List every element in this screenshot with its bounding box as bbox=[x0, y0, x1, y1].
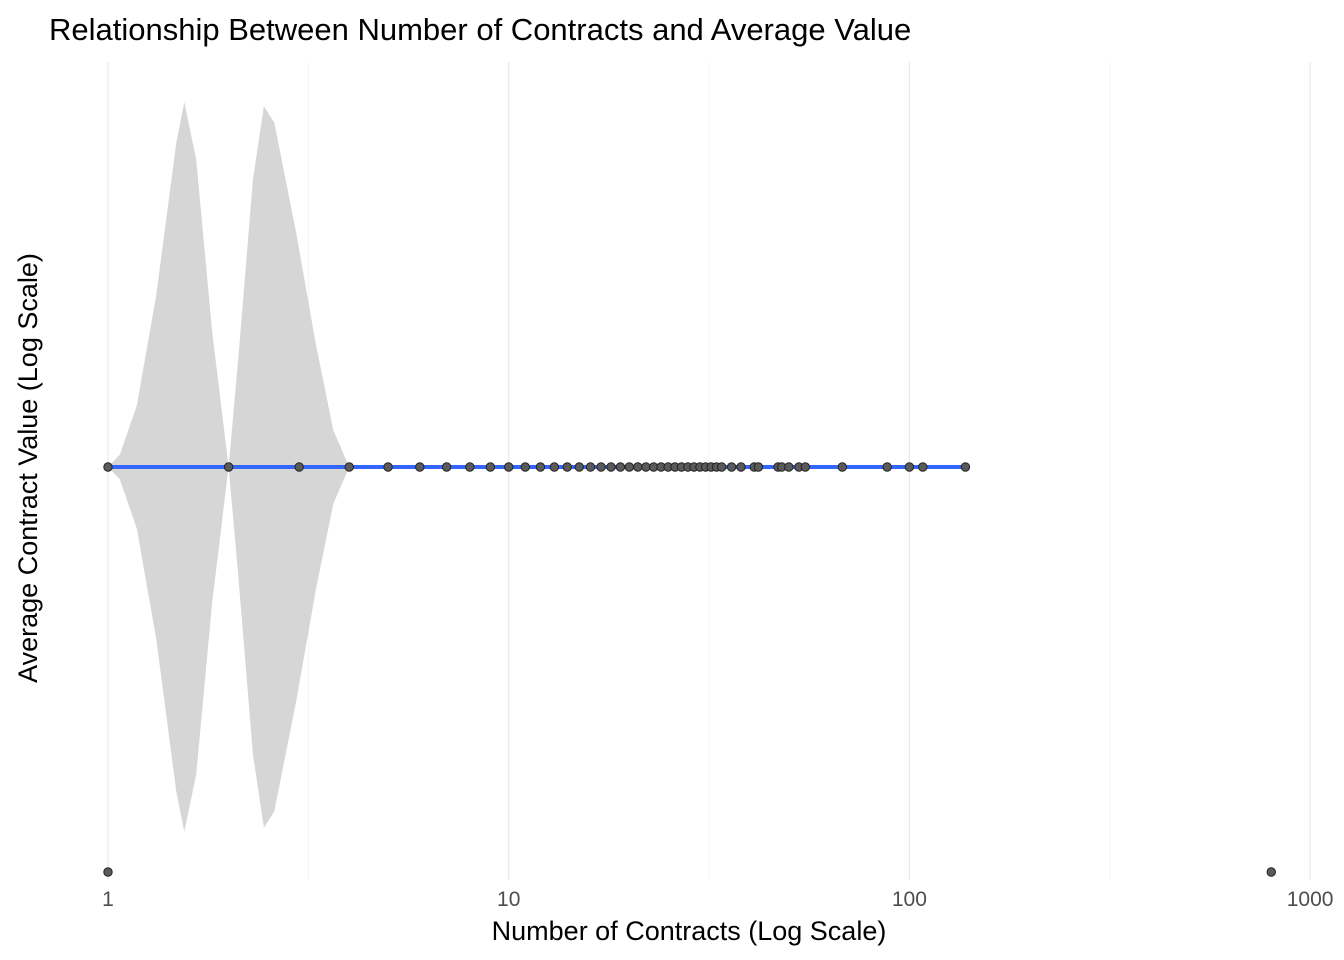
x-axis-title: Number of Contracts (Log Scale) bbox=[492, 916, 887, 946]
data-point bbox=[465, 462, 475, 472]
data-point bbox=[485, 462, 496, 472]
data-point bbox=[383, 462, 393, 472]
x-tick-label: 1000 bbox=[1287, 888, 1334, 911]
data-point bbox=[585, 462, 596, 472]
data-point bbox=[549, 462, 560, 472]
data-point bbox=[535, 462, 546, 472]
data-point bbox=[415, 462, 425, 472]
data-point bbox=[606, 462, 616, 472]
data-point bbox=[1266, 867, 1276, 877]
data-point bbox=[784, 462, 794, 472]
data-points bbox=[103, 462, 1276, 877]
x-tick-labels: 1 10 100 1000 bbox=[102, 888, 1333, 911]
y-axis-title: Average Contract Value (Log Scale) bbox=[13, 253, 43, 683]
confidence-band bbox=[108, 102, 350, 832]
data-point bbox=[753, 462, 764, 472]
data-point bbox=[344, 462, 354, 472]
data-point bbox=[103, 462, 113, 472]
data-point bbox=[103, 867, 113, 877]
x-tick-label: 10 bbox=[497, 888, 520, 911]
data-point bbox=[574, 462, 584, 472]
data-point bbox=[520, 462, 530, 472]
data-point bbox=[960, 462, 971, 472]
data-point bbox=[641, 462, 651, 472]
data-point bbox=[633, 462, 643, 472]
data-point bbox=[294, 462, 304, 472]
x-tick-label: 1 bbox=[102, 888, 114, 911]
data-point bbox=[615, 462, 626, 472]
x-tick-label: 100 bbox=[892, 888, 927, 911]
confidence-band-layer bbox=[108, 102, 350, 832]
data-point bbox=[904, 462, 915, 472]
data-point bbox=[504, 462, 514, 472]
chart-title: Relationship Between Number of Contracts… bbox=[49, 12, 911, 47]
data-point bbox=[223, 462, 234, 472]
data-point bbox=[726, 462, 737, 472]
data-point bbox=[800, 462, 811, 472]
data-point bbox=[441, 462, 452, 472]
data-point bbox=[882, 462, 892, 472]
data-point bbox=[562, 462, 572, 472]
data-point bbox=[624, 462, 635, 472]
data-point bbox=[918, 462, 928, 472]
data-point bbox=[596, 462, 606, 472]
data-point bbox=[736, 462, 746, 472]
data-point bbox=[837, 462, 847, 472]
data-point bbox=[716, 462, 727, 472]
